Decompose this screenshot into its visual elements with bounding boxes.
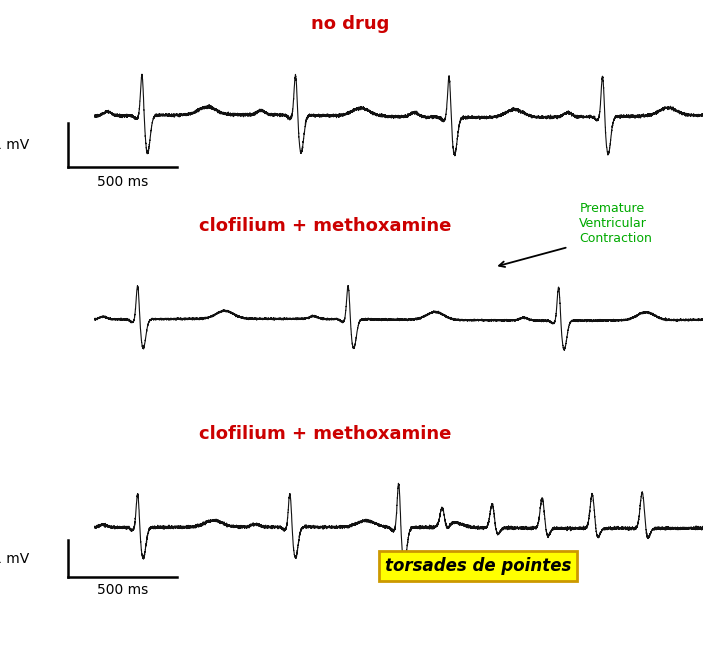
Text: torsades de pointes: torsades de pointes	[385, 557, 571, 575]
Text: no drug: no drug	[311, 15, 389, 33]
Text: clofilium + methoxamine: clofilium + methoxamine	[199, 424, 452, 443]
Text: clofilium + methoxamine: clofilium + methoxamine	[199, 216, 452, 235]
Text: Premature
Ventricular
Contraction: Premature Ventricular Contraction	[579, 202, 652, 245]
Text: 1 mV: 1 mV	[0, 138, 29, 151]
Text: 500 ms: 500 ms	[97, 175, 148, 188]
Text: 1 mV: 1 mV	[0, 551, 29, 566]
Text: 500 ms: 500 ms	[97, 583, 148, 597]
